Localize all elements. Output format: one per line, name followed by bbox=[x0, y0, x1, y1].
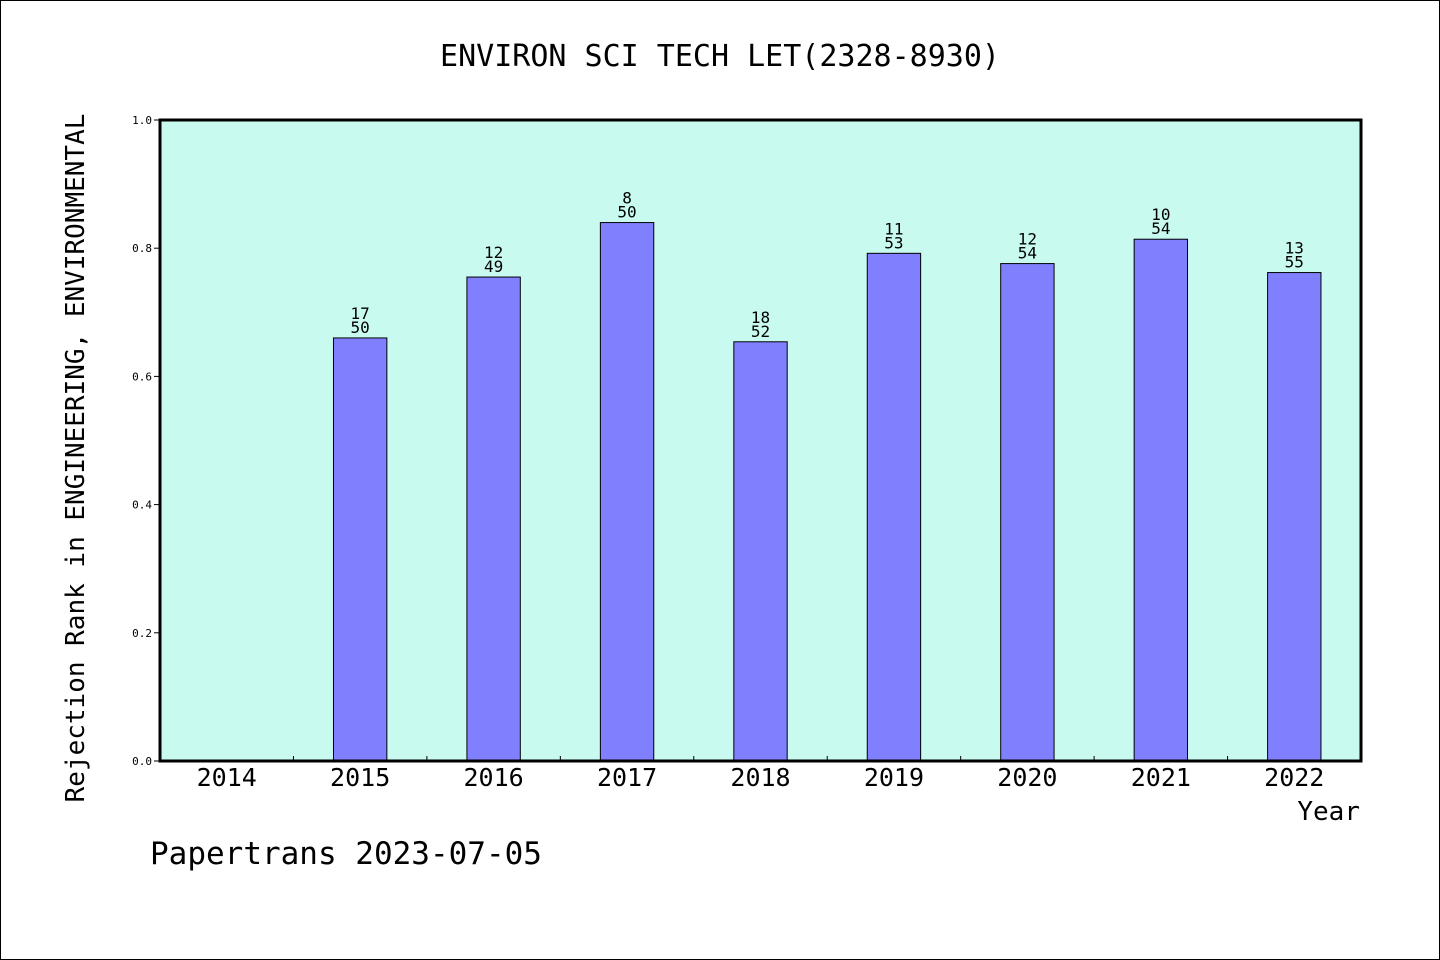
x-tick-label: 2021 bbox=[1131, 763, 1191, 792]
x-axis-label: Year bbox=[1297, 797, 1360, 827]
y-axis-label: Rejection Rank in ENGINEERING, ENVIRONME… bbox=[61, 114, 91, 803]
bar-rank-label: 17 bbox=[351, 304, 370, 323]
y-tick-label: 0.2 bbox=[132, 627, 152, 640]
bar bbox=[466, 276, 521, 762]
bar bbox=[1133, 238, 1189, 762]
y-tick-label: 0.8 bbox=[132, 242, 152, 255]
bar bbox=[332, 337, 388, 762]
bar-total-label: 49 bbox=[484, 257, 503, 276]
chart-title: ENVIRON SCI TECH LET(2328-8930) bbox=[440, 39, 1000, 74]
x-tick-label: 2015 bbox=[330, 763, 390, 792]
bar-rank-label: 12 bbox=[484, 243, 503, 262]
bar-rank-label: 11 bbox=[884, 219, 903, 238]
x-tick-label: 2018 bbox=[730, 763, 790, 792]
bar-total-label: 50 bbox=[351, 318, 370, 337]
bar-rank-label: 13 bbox=[1285, 239, 1304, 258]
bar-total-label: 54 bbox=[1151, 219, 1170, 238]
bar-total-label: 50 bbox=[617, 203, 636, 222]
x-tick-label: 2016 bbox=[464, 763, 524, 792]
x-tick-label: 2017 bbox=[597, 763, 657, 792]
x-tick-label: 2019 bbox=[864, 763, 924, 792]
bar bbox=[866, 252, 922, 762]
bar bbox=[1000, 263, 1055, 762]
bar-total-label: 53 bbox=[884, 233, 903, 252]
bar-total-label: 55 bbox=[1285, 253, 1304, 272]
bar-series bbox=[332, 222, 1322, 762]
footer-credit: Papertrans 2023-07-05 bbox=[150, 836, 542, 872]
bar-total-label: 54 bbox=[1018, 244, 1037, 263]
y-tick-label: 0.6 bbox=[132, 370, 152, 383]
x-tick-label: 2020 bbox=[997, 763, 1057, 792]
bar-rank-label: 10 bbox=[1151, 205, 1170, 224]
plot-border bbox=[158, 118, 1363, 763]
x-axis: 2014 2015 2016 2017 2018 2019 2020 2021 2022 bbox=[197, 756, 1324, 792]
bar-rank-label: 8 bbox=[622, 189, 632, 208]
y-tick-label: 0.0 bbox=[132, 755, 152, 768]
bar-rank-label: 12 bbox=[1018, 230, 1037, 249]
bar bbox=[599, 222, 655, 762]
y-tick-label: 1.0 bbox=[132, 114, 152, 127]
y-tick-label: 0.4 bbox=[132, 499, 152, 512]
x-tick-label: 2022 bbox=[1264, 763, 1324, 792]
x-tick-label: 2014 bbox=[197, 763, 257, 792]
bar-total-label: 52 bbox=[751, 322, 770, 341]
y-axis: 0.0 0.2 0.4 0.6 0.8 1.0 bbox=[132, 114, 160, 768]
bar-rank-label: 18 bbox=[751, 308, 770, 327]
bar bbox=[733, 341, 788, 762]
bar bbox=[1267, 272, 1322, 762]
